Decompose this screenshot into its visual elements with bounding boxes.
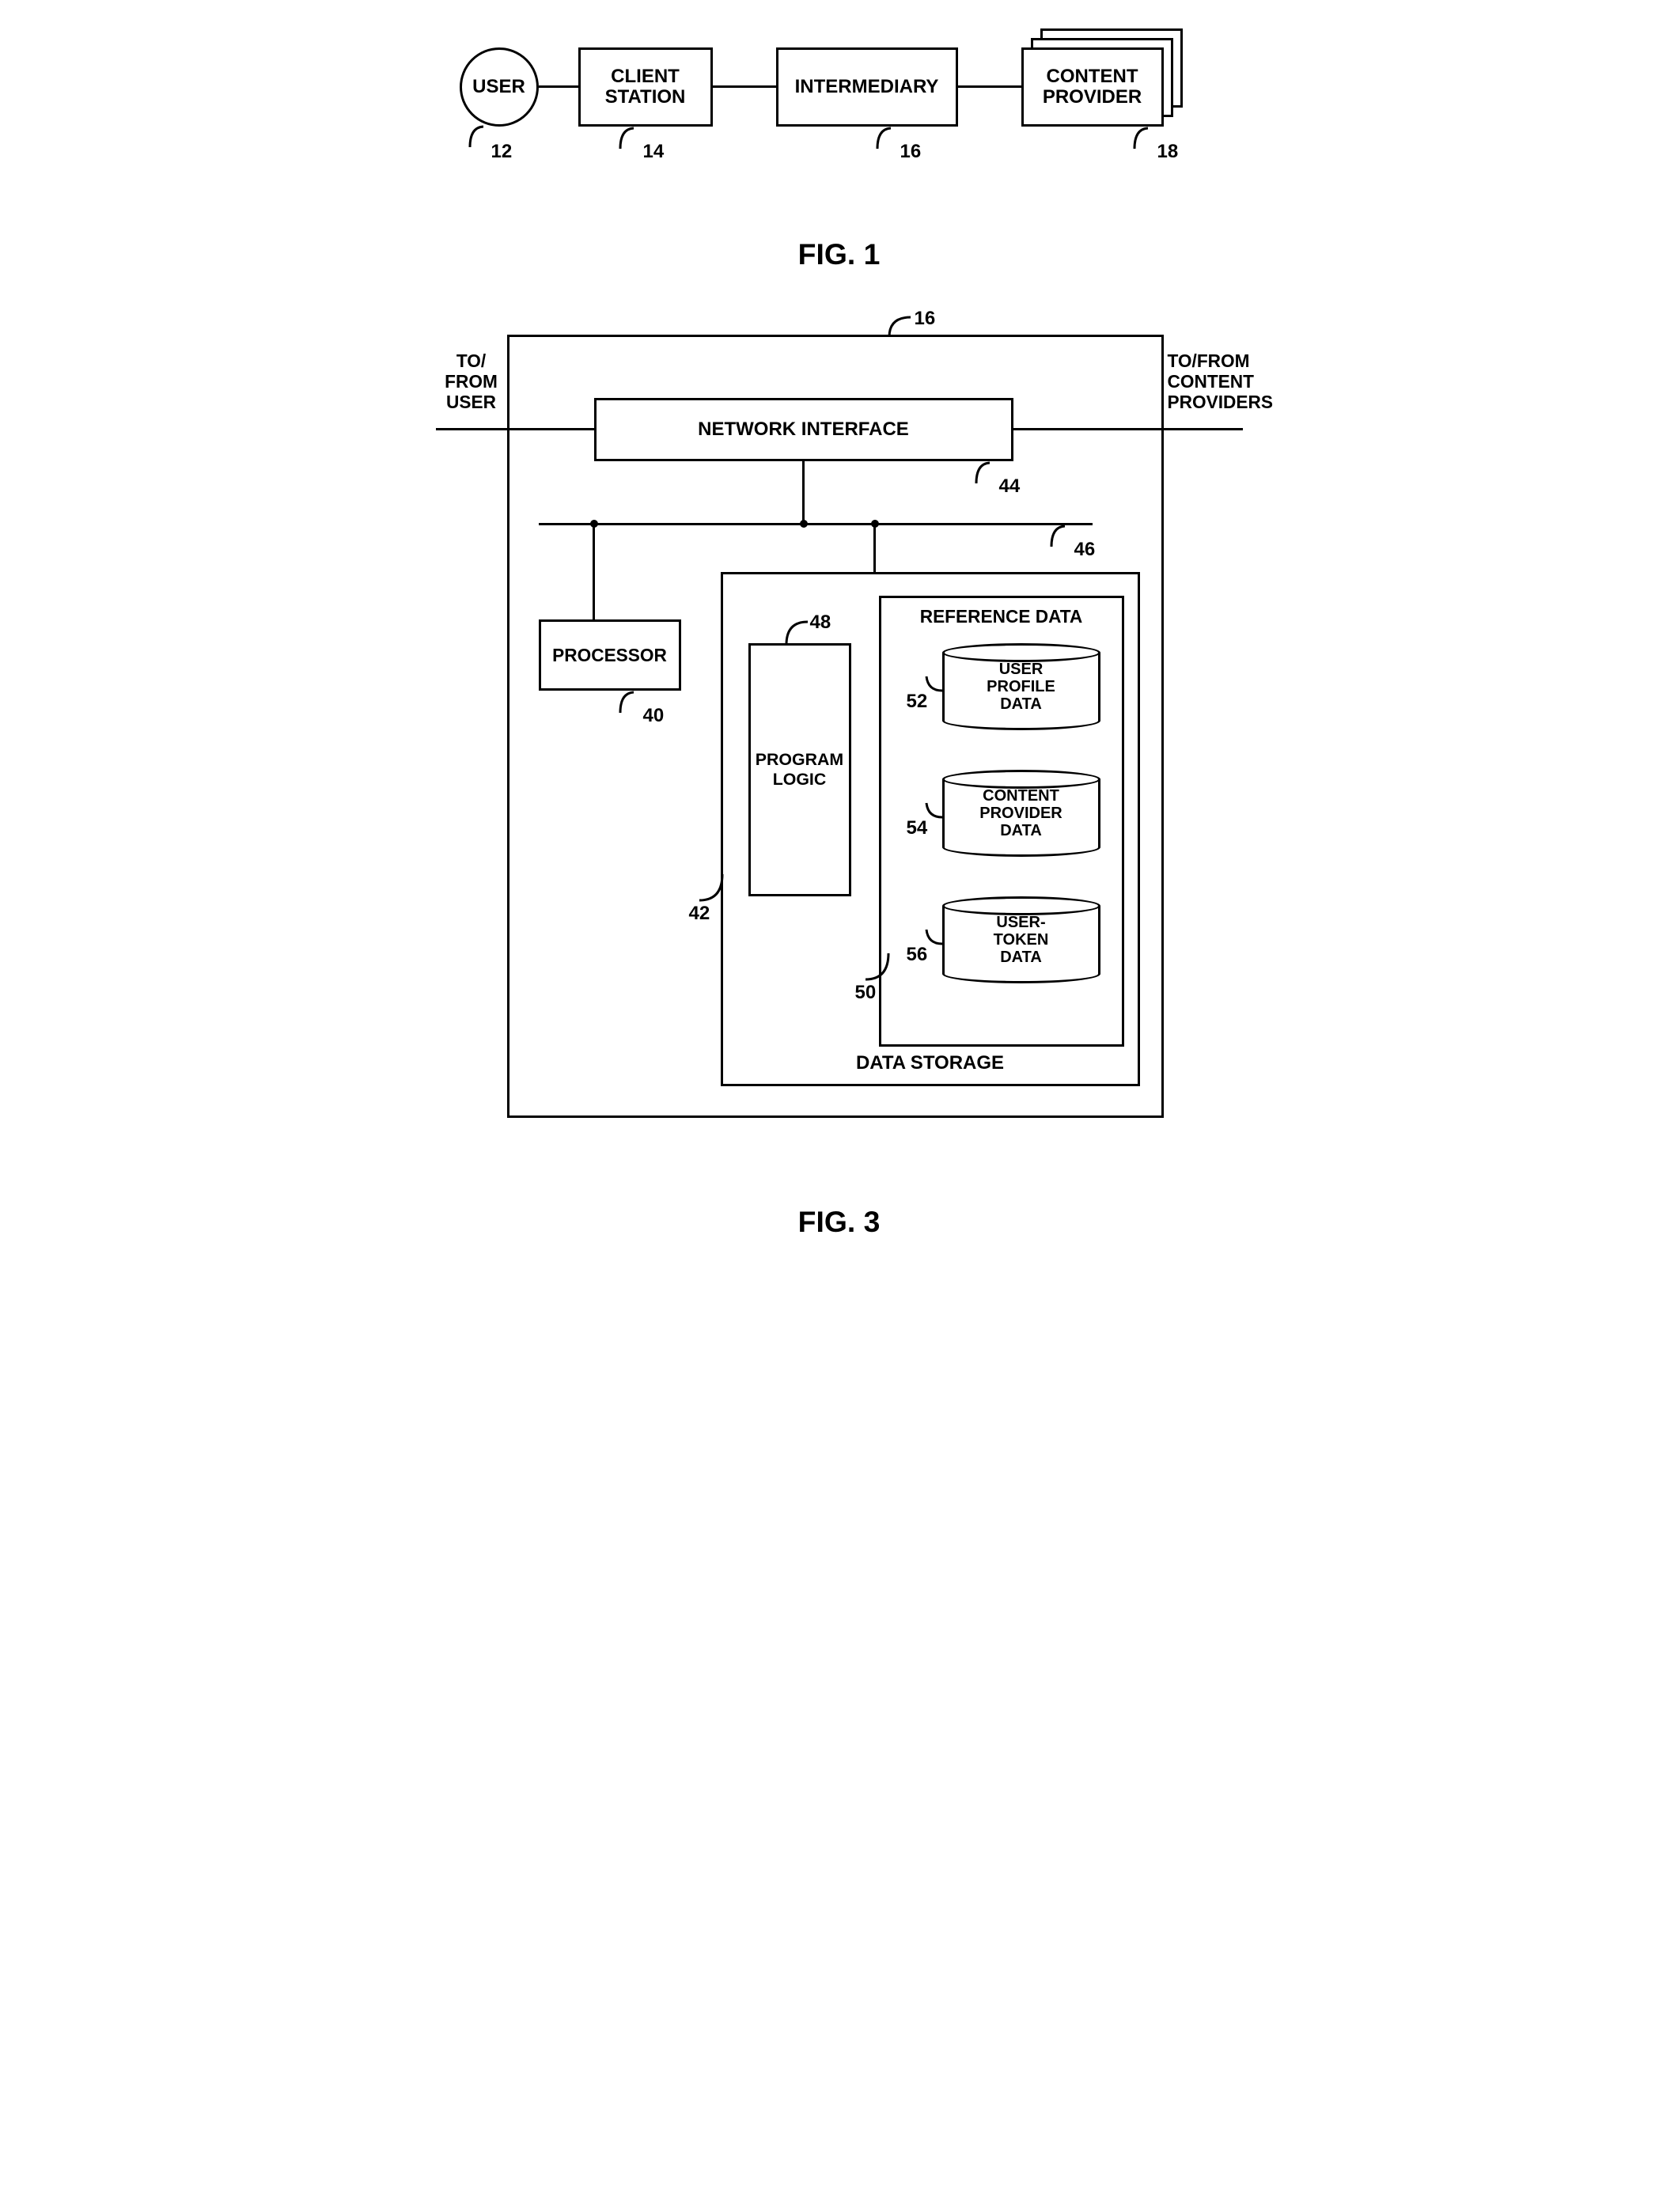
edge-user-client	[539, 85, 578, 88]
processor-label: PROCESSOR	[552, 645, 667, 666]
edge-client-intermed	[713, 85, 776, 88]
leader-50	[863, 952, 895, 983]
ref-48: 48	[810, 612, 831, 634]
fig1-canvas: USER 12 CLIENTSTATION 14 INTERMEDIARY 16…	[436, 32, 1243, 206]
side-label-left: TO/FROMUSER	[436, 350, 507, 412]
ref-18: 18	[1157, 141, 1179, 163]
node-user: USER	[460, 47, 539, 127]
ref-46: 46	[1074, 539, 1096, 561]
side-label-right: TO/FROMCONTENTPROVIDERS	[1168, 350, 1278, 412]
network-interface-label: NETWORK INTERFACE	[698, 419, 909, 441]
cylinder-54: CONTENTPROVIDERDATA	[942, 770, 1100, 857]
ref-54: 54	[907, 817, 928, 839]
node-intermed: INTERMEDIARY	[776, 47, 958, 127]
drop-storage	[873, 525, 876, 572]
ref-56: 56	[907, 944, 928, 966]
ref-52: 52	[907, 691, 928, 713]
leader-42	[697, 873, 729, 904]
ref-16b: 16	[915, 308, 936, 330]
cylinder-56-label: USER-TOKENDATA	[994, 914, 1049, 966]
reference-data-label: REFERENCE DATA	[920, 606, 1083, 627]
cylinder-54-label: CONTENTPROVIDERDATA	[979, 787, 1062, 839]
ni-to-bus	[802, 461, 805, 525]
cylinder-52-label: USERPROFILEDATA	[987, 661, 1055, 713]
program-logic: PROGRAMLOGIC	[748, 643, 851, 896]
drop-processor	[593, 525, 595, 619]
ref-16a: 16	[900, 141, 922, 163]
network-interface: NETWORK INTERFACE	[594, 398, 1013, 461]
fig3-canvas: TO/FROMUSER TO/FROMCONTENTPROVIDERS 16 N…	[436, 303, 1243, 1173]
ref-40: 40	[643, 705, 665, 727]
ref-12: 12	[491, 141, 513, 163]
node-provider-label: CONTENTPROVIDER	[1043, 66, 1142, 108]
fig1-title: FIG. 1	[436, 237, 1243, 271]
node-client: CLIENTSTATION	[578, 47, 713, 127]
node-intermed-label: INTERMEDIARY	[795, 76, 939, 98]
data-storage-label: DATA STORAGE	[856, 1052, 1004, 1074]
processor: PROCESSOR	[539, 619, 681, 691]
ref-44: 44	[999, 475, 1021, 498]
node-user-label: USER	[472, 76, 525, 98]
leader-16b	[887, 315, 919, 339]
bus	[539, 523, 1093, 525]
edge-intermed-provider	[958, 85, 1021, 88]
ref-42: 42	[689, 903, 710, 925]
through-line-left	[436, 428, 594, 430]
node-client-label: CLIENTSTATION	[605, 66, 686, 108]
through-line-right	[1013, 428, 1243, 430]
program-logic-label: PROGRAMLOGIC	[756, 750, 843, 789]
node-provider: CONTENTPROVIDER	[1021, 47, 1164, 127]
ref-14: 14	[643, 141, 665, 163]
cylinder-56: USER-TOKENDATA	[942, 896, 1100, 983]
cylinder-52: USERPROFILEDATA	[942, 643, 1100, 730]
bus-dot-2	[800, 520, 808, 528]
ref-50: 50	[855, 982, 877, 1004]
fig3-title: FIG. 3	[436, 1205, 1243, 1239]
